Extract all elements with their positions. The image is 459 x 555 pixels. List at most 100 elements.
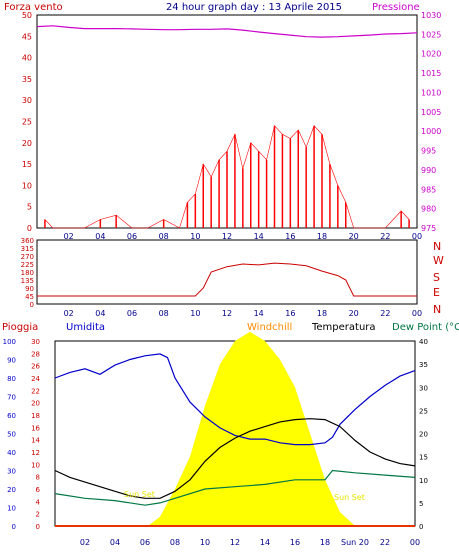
p3-y-inner-tick-13: 26 xyxy=(31,363,40,371)
legend-umidita: Umidita xyxy=(66,322,105,333)
p2-x-tick-5: 12 xyxy=(222,309,232,318)
p1-y-right-tick-4: 995 xyxy=(421,147,436,156)
p1-x-tick-1: 04 xyxy=(95,232,105,241)
p3-y-right-tick-5: 25 xyxy=(419,407,428,415)
p1-x-tick-9: 20 xyxy=(349,232,359,241)
p1-y-right-tick-9: 1020 xyxy=(421,50,441,59)
panel1-right-title: Pressione xyxy=(372,2,420,13)
p3-x-tick-0: 02 xyxy=(80,538,90,547)
p2-x-tick-8: 18 xyxy=(317,309,327,318)
p3-y-inner-tick-2: 4 xyxy=(36,498,41,506)
p3-x-tick-1: 04 xyxy=(110,538,120,547)
p2-x-tick-9: 20 xyxy=(349,309,359,318)
p3-y-outer-tick-9: 90 xyxy=(7,357,16,365)
p3-x-tick-5: 12 xyxy=(230,538,240,547)
legend-windchill: Windchill xyxy=(247,322,292,333)
p3-y-inner-tick-4: 8 xyxy=(36,474,40,482)
p3-y-inner-tick-15: 30 xyxy=(31,338,40,346)
p2-x-tick-1: 04 xyxy=(95,309,105,318)
p1-x-tick-2: 06 xyxy=(127,232,137,241)
p1-x-tick-6: 14 xyxy=(254,232,264,241)
p1-y-left-tick-1: 5 xyxy=(27,203,32,212)
humidity-line xyxy=(54,353,416,446)
dir-label-w: W xyxy=(433,254,444,267)
p1-x-tick-10: 22 xyxy=(380,232,390,241)
wind-line xyxy=(44,125,410,229)
p1-y-left-tick-9: 45 xyxy=(22,32,32,41)
p1-y-right-tick-11: 1030 xyxy=(421,11,441,20)
p3-y-right-tick-6: 30 xyxy=(419,384,428,392)
pressure-line xyxy=(36,25,418,38)
p1-y-left-tick-8: 40 xyxy=(22,54,32,63)
p2-y-tick-3: 135 xyxy=(21,277,34,285)
p1-y-left-tick-6: 30 xyxy=(22,96,32,105)
p2-y-tick-6: 270 xyxy=(21,253,34,261)
p3-y-inner-tick-10: 20 xyxy=(31,400,40,408)
p1-x-tick-3: 08 xyxy=(159,232,169,241)
p2-y-tick-2: 90 xyxy=(25,285,34,293)
p3-y-outer-tick-10: 100 xyxy=(3,338,16,346)
p2-x-tick-10: 22 xyxy=(380,309,390,318)
p3-y-inner-tick-6: 12 xyxy=(31,449,40,457)
p3-y-right-tick-2: 10 xyxy=(419,477,428,485)
p2-x-tick-6: 14 xyxy=(254,309,264,318)
p2-y-tick-5: 225 xyxy=(21,261,34,269)
legend-temperatura: Temperatura xyxy=(311,322,376,333)
dewpoint-line xyxy=(54,469,416,506)
dir-label-n-top: N xyxy=(433,240,441,253)
p2-x-tick-0: 02 xyxy=(64,309,74,318)
p3-y-inner-tick-7: 14 xyxy=(31,437,40,445)
p3-y-inner-tick-5: 10 xyxy=(31,461,40,469)
p3-y-right-tick-0: 0 xyxy=(419,523,423,531)
p3-x-tick-9: Sun 20 xyxy=(341,538,369,547)
p2-y-tick-0: 0 xyxy=(30,301,34,309)
p1-y-right-tick-0: 975 xyxy=(421,224,436,233)
p1-y-right-tick-6: 1005 xyxy=(421,108,441,117)
legend-dew-point: Dew Point (°C xyxy=(392,322,459,333)
p1-y-right-tick-10: 1025 xyxy=(421,30,441,39)
p1-x-tick-5: 12 xyxy=(222,232,232,241)
p1-y-left-tick-7: 35 xyxy=(22,75,32,84)
p3-y-outer-tick-1: 10 xyxy=(7,505,16,513)
p2-y-tick-8: 360 xyxy=(21,237,34,245)
panel1-left-title: Forza vento xyxy=(4,2,63,13)
p3-y-outer-tick-0: 0 xyxy=(12,523,16,531)
p1-y-left-tick-10: 50 xyxy=(22,11,32,20)
panel2-frame xyxy=(36,239,418,305)
p3-y-inner-tick-3: 6 xyxy=(36,486,41,494)
p3-y-inner-tick-12: 24 xyxy=(31,375,40,383)
dir-label-s: S xyxy=(433,271,440,284)
p1-y-right-tick-2: 985 xyxy=(421,185,436,194)
p1-y-right-tick-1: 980 xyxy=(421,205,436,214)
sunset-annotation-right: Sun Set xyxy=(334,493,365,502)
p1-x-tick-7: 16 xyxy=(285,232,295,241)
p3-y-inner-tick-11: 22 xyxy=(31,387,40,395)
p3-x-tick-8: 18 xyxy=(320,538,330,547)
p2-y-tick-4: 180 xyxy=(21,269,34,277)
p1-x-tick-8: 18 xyxy=(317,232,327,241)
p1-y-left-tick-4: 20 xyxy=(22,139,32,148)
solar-area xyxy=(148,331,355,526)
p3-y-outer-tick-3: 30 xyxy=(7,468,16,476)
p2-x-tick-2: 06 xyxy=(127,309,137,318)
p2-y-tick-1: 45 xyxy=(25,293,34,301)
p3-x-tick-4: 10 xyxy=(200,538,210,547)
p3-x-tick-10: 22 xyxy=(380,538,390,547)
p3-x-tick-2: 06 xyxy=(140,538,150,547)
legend-pioggia: Pioggia xyxy=(2,322,38,333)
p1-y-left-tick-2: 10 xyxy=(22,181,32,190)
p3-y-outer-tick-2: 20 xyxy=(7,486,16,494)
p1-y-left-tick-0: 0 xyxy=(27,224,32,233)
p2-x-tick-7: 16 xyxy=(285,309,295,318)
p3-y-inner-tick-8: 16 xyxy=(31,424,40,432)
p3-y-outer-tick-6: 60 xyxy=(7,412,16,420)
p3-y-outer-tick-7: 70 xyxy=(7,394,16,402)
p1-y-right-tick-7: 1010 xyxy=(421,88,441,97)
p3-y-inner-tick-1: 2 xyxy=(36,511,40,519)
p1-x-tick-4: 10 xyxy=(190,232,200,241)
p3-x-tick-6: 14 xyxy=(260,538,270,547)
p1-y-right-tick-3: 990 xyxy=(421,166,436,175)
p3-x-tick-7: 16 xyxy=(290,538,300,547)
